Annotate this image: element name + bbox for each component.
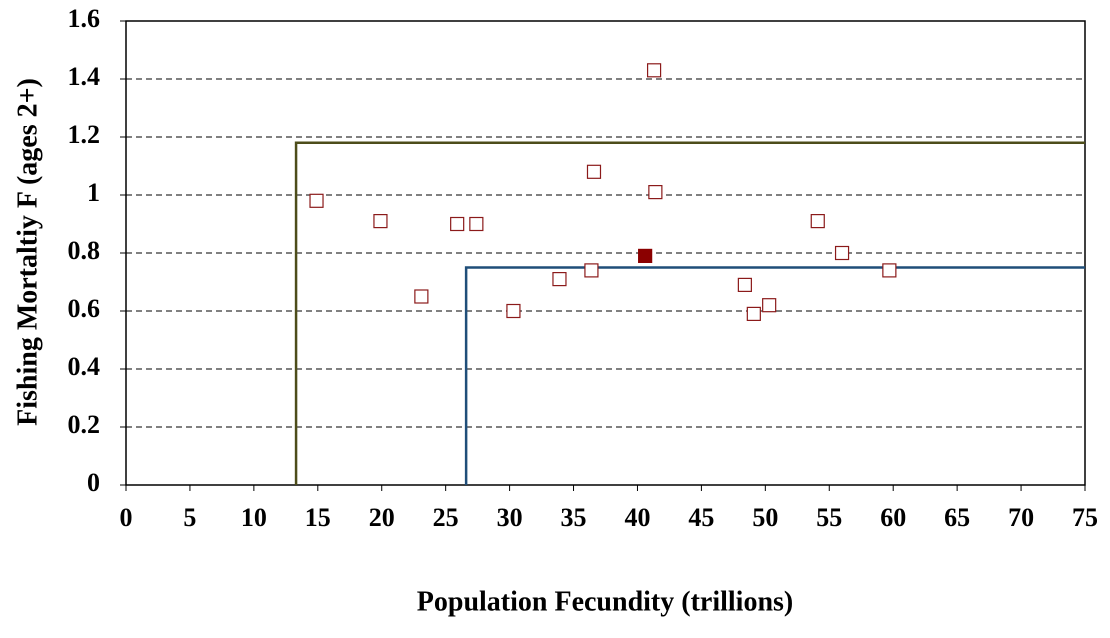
y-tick-label: 0.8 [68,236,101,265]
scatter-point [638,248,653,263]
y-tick-label: 0.2 [68,410,101,439]
x-tick-label: 5 [183,503,196,532]
y-tick-label: 0.6 [68,294,101,323]
scatter-point [414,289,429,304]
x-tick-label: 0 [120,503,133,532]
scatter-point [810,214,825,229]
x-tick-label: 70 [1008,503,1034,532]
scatter-point [584,263,599,278]
scatter-point [309,193,324,208]
y-tick-label: 1.6 [68,4,101,33]
scatter-point [469,216,484,232]
x-tick-label: 55 [816,503,842,532]
scatter-point [648,185,663,200]
x-tick-label: 30 [497,503,523,532]
x-tick-label: 40 [624,503,650,532]
x-axis-title: Population Fecundity (trillions) [417,586,793,617]
x-tick-label: 35 [561,503,587,532]
reference-line [464,266,1085,485]
scatter-point [737,277,752,292]
x-tick-label: 15 [305,503,331,532]
scatter-point [646,63,662,78]
scatter-point [882,263,897,278]
x-tick-label: 50 [752,503,778,532]
scatter-point [506,303,521,319]
y-tick-label: 1.2 [68,120,101,149]
scatter-point [450,216,465,232]
x-tick-label: 20 [369,503,395,532]
scatter-point [552,272,567,287]
y-tick-label: 0 [87,468,100,497]
x-tick-label: 45 [688,503,714,532]
y-tick-label: 1.4 [68,62,101,91]
scatter-point [762,298,777,313]
y-tick-label: 0.4 [68,352,101,381]
plot-frame [125,20,1086,486]
scatter-point [834,245,850,261]
x-tick-label: 10 [241,503,267,532]
scatter-point [373,214,388,229]
scatter-point [746,306,761,321]
y-axis-title: Fishing Mortaltiy F (ages 2+) [12,78,43,426]
reference-line [294,141,1085,485]
x-tick-label: 75 [1072,503,1098,532]
x-tick-label: 60 [880,503,906,532]
scatter-point [586,164,602,179]
y-tick-label: 1 [87,178,100,207]
x-tick-label: 25 [433,503,459,532]
x-tick-label: 65 [944,503,970,532]
